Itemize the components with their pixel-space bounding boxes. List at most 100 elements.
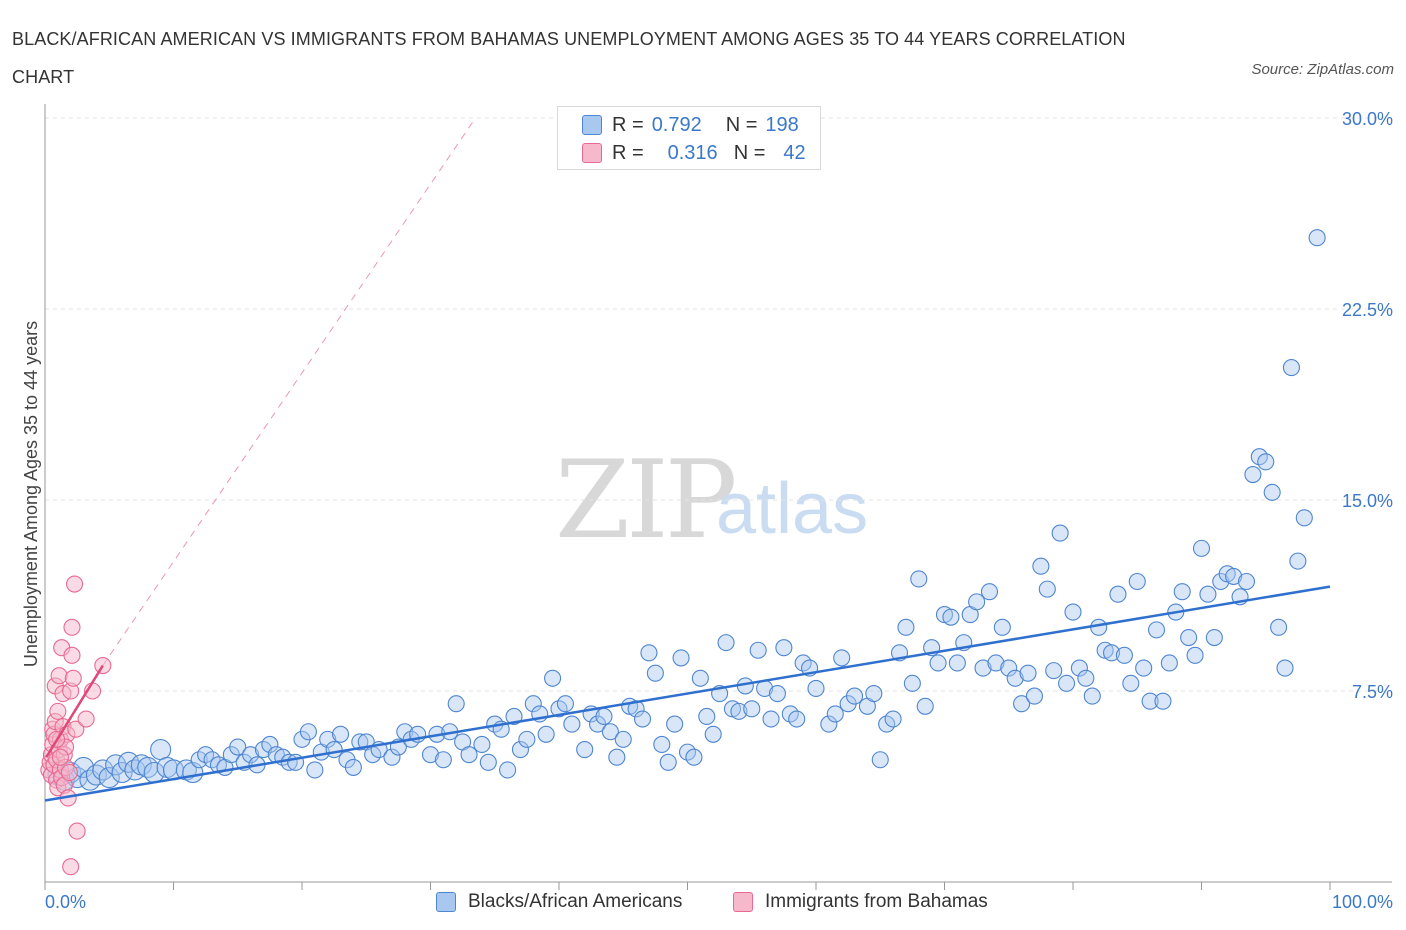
data-point-bahamas [63, 618, 81, 636]
y-axis-label: Unemployment Among Ages 35 to 44 years [21, 321, 41, 667]
data-point-blacks [1103, 644, 1121, 662]
data-point-blacks [775, 639, 793, 657]
data-point-blacks [1032, 557, 1050, 575]
data-point-blacks [749, 641, 767, 659]
data-point-blacks [993, 618, 1011, 636]
data-point-blacks [98, 767, 120, 789]
bahamas-trend-extension [102, 117, 476, 666]
y-tick-label: 15.0% [1342, 491, 1393, 511]
data-point-blacks [871, 751, 889, 769]
data-point-blacks [1013, 695, 1031, 713]
data-point-blacks [1064, 603, 1082, 621]
data-point-blacks [544, 669, 562, 687]
y-tick-label: 22.5% [1342, 300, 1393, 320]
data-point-blacks [1160, 654, 1178, 672]
data-point-blacks [608, 748, 626, 766]
data-point-blacks [479, 753, 497, 771]
data-point-blacks [845, 687, 864, 705]
data-point-blacks [325, 741, 343, 759]
data-point-blacks [1257, 453, 1275, 471]
data-point-blacks [1308, 229, 1326, 247]
data-point-blacks [659, 753, 677, 771]
data-point-blacks [987, 654, 1005, 672]
axes [44, 104, 1392, 890]
data-point-blacks [1186, 646, 1204, 664]
data-point-blacks [942, 608, 960, 626]
data-point-blacks [524, 695, 542, 713]
data-point-blacks [351, 733, 369, 751]
legend-r-label: R = [612, 113, 644, 136]
data-point-bahamas [60, 763, 78, 782]
data-point-blacks [1115, 646, 1133, 664]
data-point-bahamas [66, 575, 84, 593]
data-point-blacks [833, 649, 851, 667]
series-bahamas-points [40, 575, 112, 876]
data-point-blacks [1270, 618, 1288, 636]
data-point-blacks [646, 664, 664, 682]
data-point-blacks [1038, 580, 1056, 598]
legend-swatch-pink [582, 143, 602, 163]
data-point-bahamas [64, 669, 82, 687]
data-point-blacks [633, 710, 652, 728]
trend-lines [44, 585, 1331, 802]
data-point-blacks [916, 697, 934, 715]
data-point-blacks [1263, 483, 1281, 501]
data-point-blacks [768, 684, 787, 703]
data-point-bahamas [77, 710, 95, 728]
data-point-blacks [1122, 674, 1140, 692]
data-point-blacks [537, 725, 555, 743]
data-point-blacks [150, 739, 172, 761]
bottom-legend-label-bahamas: Immigrants from Bahamas [765, 891, 988, 912]
data-point-bahamas [62, 858, 80, 876]
data-point-blacks [627, 700, 645, 718]
data-point-blacks [1295, 509, 1313, 527]
data-point-blacks [319, 730, 337, 748]
data-point-blacks [730, 702, 748, 720]
legend-swatch-blue [582, 115, 602, 135]
data-point-blacks [473, 735, 491, 754]
data-point-blacks [511, 741, 530, 759]
bottom-legend-swatch-blue [436, 892, 456, 912]
data-point-blacks [499, 761, 517, 779]
legend-r-value: 0.316 [667, 141, 718, 164]
data-point-blacks [1070, 659, 1088, 677]
data-point-bahamas [63, 646, 81, 664]
bottom-legend-blacks: Blacks/African Americans [436, 890, 682, 914]
data-point-blacks [1173, 583, 1191, 601]
data-point-bahamas [51, 748, 69, 766]
data-point-blacks [1199, 585, 1217, 603]
data-point-blacks [698, 707, 716, 726]
data-point-blacks [331, 725, 350, 743]
data-point-blacks [1276, 659, 1294, 677]
data-point-blacks [1205, 628, 1223, 647]
data-point-blacks [717, 634, 735, 652]
bahamas-trend-line [45, 664, 104, 758]
data-point-blacks [505, 707, 523, 726]
data-point-blacks [447, 695, 465, 713]
data-point-blacks [929, 654, 947, 672]
data-point-blacks [1006, 669, 1024, 687]
data-point-blacks [704, 725, 722, 743]
data-point-blacks [229, 738, 247, 756]
chart-title: BLACK/AFRICAN AMERICAN VS IMMIGRANTS FRO… [12, 29, 1126, 87]
data-point-blacks [1154, 692, 1172, 710]
data-point-blacks [1237, 572, 1256, 591]
data-point-blacks [1090, 618, 1108, 636]
legend-r-label: R = [612, 141, 644, 164]
data-point-blacks [980, 583, 999, 601]
data-point-blacks [601, 723, 619, 741]
stats-legend: R = 0.792 N = 198 R = 0.316 N = 42 [557, 106, 821, 170]
data-point-blacks [685, 748, 703, 766]
data-point-blacks [948, 654, 966, 672]
data-point-blacks [111, 761, 133, 784]
data-point-blacks [691, 669, 709, 687]
data-point-blacks [563, 715, 581, 733]
data-point-blacks [1083, 687, 1101, 705]
data-point-blacks [640, 644, 658, 662]
data-point-blacks [1128, 572, 1146, 591]
data-point-blacks [1000, 659, 1018, 677]
data-point-blacks [306, 761, 324, 779]
data-point-blacks [910, 570, 928, 588]
data-point-blacks [299, 723, 317, 741]
